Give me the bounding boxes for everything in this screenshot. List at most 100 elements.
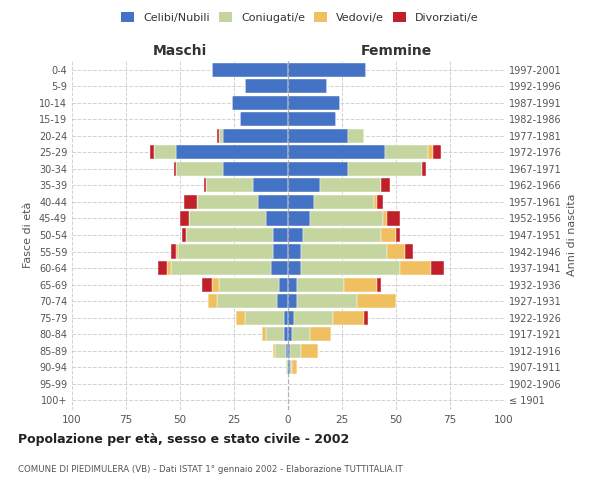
- Bar: [167, 261, 172, 275]
- Bar: [404, 244, 413, 258]
- Bar: [288, 310, 295, 324]
- Bar: [428, 146, 433, 160]
- Bar: [178, 244, 273, 258]
- Bar: [310, 212, 383, 226]
- Bar: [284, 310, 288, 324]
- Bar: [288, 344, 290, 357]
- Bar: [288, 80, 327, 94]
- Bar: [284, 327, 288, 341]
- Bar: [310, 327, 331, 341]
- Bar: [396, 228, 400, 242]
- Bar: [266, 212, 288, 226]
- Bar: [176, 244, 178, 258]
- Text: COMUNE DI PIEDIMULERA (VB) - Dati ISTAT 1° gennaio 2002 - Elaborazione TUTTITALI: COMUNE DI PIEDIMULERA (VB) - Dati ISTAT …: [18, 466, 403, 474]
- Bar: [232, 96, 288, 110]
- Bar: [288, 261, 301, 275]
- Bar: [303, 228, 381, 242]
- Bar: [292, 327, 310, 341]
- Bar: [349, 162, 422, 176]
- Y-axis label: Fasce di età: Fasce di età: [23, 202, 33, 268]
- Bar: [219, 278, 280, 291]
- Bar: [184, 195, 197, 209]
- Bar: [422, 162, 426, 176]
- Bar: [377, 278, 381, 291]
- Bar: [377, 195, 383, 209]
- Bar: [206, 178, 253, 192]
- Bar: [187, 228, 273, 242]
- Bar: [223, 129, 288, 143]
- Bar: [288, 244, 301, 258]
- Text: Popolazione per età, sesso e stato civile - 2002: Popolazione per età, sesso e stato civil…: [18, 432, 349, 446]
- Bar: [288, 146, 385, 160]
- Bar: [288, 96, 340, 110]
- Bar: [266, 327, 284, 341]
- Bar: [286, 360, 288, 374]
- Bar: [357, 294, 396, 308]
- Bar: [388, 212, 400, 226]
- Bar: [273, 228, 288, 242]
- Bar: [188, 212, 266, 226]
- Bar: [381, 228, 396, 242]
- Bar: [344, 278, 377, 291]
- Bar: [301, 344, 318, 357]
- Bar: [275, 344, 286, 357]
- Bar: [290, 360, 292, 374]
- Bar: [388, 244, 404, 258]
- Bar: [245, 310, 284, 324]
- Legend: Celibi/Nubili, Coniugati/e, Vedovi/e, Divorziati/e: Celibi/Nubili, Coniugati/e, Vedovi/e, Di…: [117, 8, 483, 28]
- Bar: [204, 178, 206, 192]
- Bar: [176, 162, 223, 176]
- Bar: [288, 63, 366, 77]
- Bar: [288, 327, 292, 341]
- Bar: [150, 146, 154, 160]
- Bar: [241, 112, 288, 126]
- Bar: [288, 129, 349, 143]
- Bar: [301, 244, 388, 258]
- Bar: [217, 294, 277, 308]
- Bar: [172, 261, 271, 275]
- Bar: [400, 261, 431, 275]
- Bar: [286, 344, 288, 357]
- Bar: [288, 278, 296, 291]
- Bar: [385, 146, 428, 160]
- Bar: [212, 278, 219, 291]
- Bar: [288, 212, 310, 226]
- Bar: [288, 195, 314, 209]
- Bar: [253, 178, 288, 192]
- Bar: [197, 195, 258, 209]
- Bar: [277, 294, 288, 308]
- Bar: [383, 212, 388, 226]
- Bar: [236, 310, 245, 324]
- Bar: [374, 195, 377, 209]
- Bar: [202, 278, 212, 291]
- Bar: [292, 360, 296, 374]
- Bar: [182, 228, 187, 242]
- Bar: [290, 344, 301, 357]
- Bar: [314, 195, 374, 209]
- Bar: [245, 80, 288, 94]
- Bar: [288, 178, 320, 192]
- Bar: [154, 146, 176, 160]
- Bar: [262, 327, 266, 341]
- Bar: [176, 146, 288, 160]
- Bar: [433, 146, 442, 160]
- Bar: [219, 129, 223, 143]
- Bar: [258, 195, 288, 209]
- Bar: [271, 261, 288, 275]
- Text: Maschi: Maschi: [153, 44, 207, 59]
- Bar: [288, 162, 349, 176]
- Bar: [173, 162, 176, 176]
- Bar: [288, 112, 335, 126]
- Bar: [288, 360, 290, 374]
- Bar: [381, 178, 389, 192]
- Bar: [320, 178, 381, 192]
- Bar: [301, 261, 400, 275]
- Bar: [223, 162, 288, 176]
- Bar: [364, 310, 368, 324]
- Bar: [288, 228, 303, 242]
- Text: Femmine: Femmine: [361, 44, 431, 59]
- Bar: [217, 129, 219, 143]
- Bar: [273, 244, 288, 258]
- Bar: [208, 294, 217, 308]
- Bar: [280, 278, 288, 291]
